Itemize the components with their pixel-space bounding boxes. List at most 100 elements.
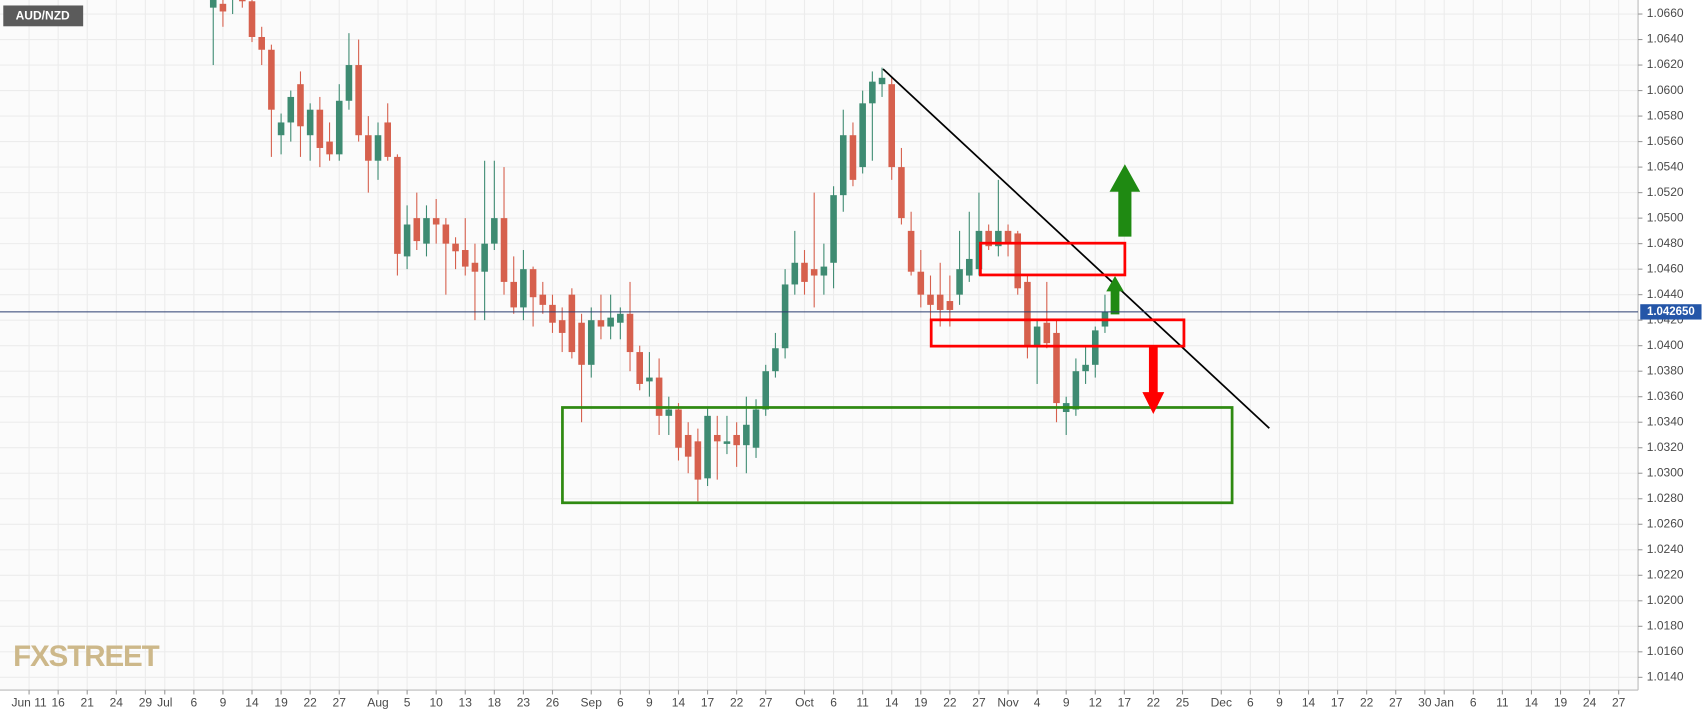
up-arrow bbox=[1109, 164, 1141, 237]
x-tick-label: 22 bbox=[1147, 695, 1161, 709]
x-tick-label: 18 bbox=[488, 695, 502, 709]
candle-body bbox=[345, 65, 353, 101]
candle-body bbox=[277, 122, 285, 136]
candle-body bbox=[839, 135, 847, 196]
candle-body bbox=[578, 322, 585, 365]
candle-body bbox=[917, 271, 925, 295]
candle-body bbox=[781, 284, 789, 349]
candle-body bbox=[403, 224, 411, 257]
x-tick-label: 29 bbox=[139, 695, 153, 709]
candle-body bbox=[888, 84, 896, 168]
pivot-zone bbox=[929, 318, 1186, 348]
y-tick-label: 1.0300 bbox=[1647, 465, 1684, 479]
y-tick-label: 1.0640 bbox=[1647, 32, 1684, 46]
candle-body bbox=[617, 313, 624, 323]
candle-body bbox=[568, 294, 576, 353]
y-tick-label: 1.0400 bbox=[1647, 338, 1684, 352]
candle-body bbox=[558, 320, 566, 333]
candle-body bbox=[1033, 326, 1041, 346]
y-tick-label: 1.0660 bbox=[1647, 6, 1684, 20]
y-tick-label: 1.0460 bbox=[1647, 261, 1684, 275]
symbol-box bbox=[3, 5, 84, 27]
candle-body bbox=[510, 281, 517, 308]
candle-body bbox=[1014, 233, 1022, 289]
candle-body bbox=[936, 294, 944, 310]
y-tick-label: 1.0580 bbox=[1647, 108, 1684, 122]
candle-body bbox=[849, 135, 857, 180]
x-tick-label: Sep bbox=[581, 695, 603, 709]
candle-body bbox=[394, 156, 401, 254]
y-tick-label: 1.0440 bbox=[1647, 287, 1684, 301]
y-tick-label: 1.0340 bbox=[1647, 414, 1684, 428]
candle-body bbox=[287, 96, 295, 123]
y-tick-label: 1.0200 bbox=[1647, 593, 1684, 607]
candle-body bbox=[209, 0, 217, 8]
candle-body bbox=[665, 409, 673, 416]
candle-body bbox=[859, 103, 866, 168]
x-tick-label: 6 bbox=[617, 695, 624, 709]
candle-body bbox=[239, 0, 246, 2]
candle-body bbox=[491, 218, 498, 244]
last-price-box bbox=[1640, 304, 1702, 320]
candle-body bbox=[335, 100, 343, 155]
candle-body bbox=[316, 109, 324, 148]
candle-body bbox=[452, 243, 459, 252]
x-tick-label: 19 bbox=[914, 695, 928, 709]
x-tick-label: 9 bbox=[220, 695, 227, 709]
x-tick-label: Jun 11 bbox=[11, 695, 47, 709]
candle-body bbox=[1053, 332, 1060, 404]
x-tick-label: 9 bbox=[1276, 695, 1283, 709]
candle-body bbox=[1043, 322, 1051, 344]
y-tick-label: 1.0220 bbox=[1647, 567, 1684, 581]
x-tick-label: Jan bbox=[1435, 695, 1454, 709]
x-tick-label: 27 bbox=[972, 695, 986, 709]
x-tick-label: 22 bbox=[730, 695, 744, 709]
y-tick-label: 1.0480 bbox=[1647, 236, 1684, 250]
x-tick-label: 27 bbox=[759, 695, 773, 709]
candle-body bbox=[830, 195, 837, 263]
x-tick-label: 26 bbox=[546, 695, 560, 709]
trend-line bbox=[882, 68, 1270, 429]
candle-body bbox=[810, 269, 818, 276]
candle-body bbox=[248, 1, 256, 37]
x-tick-label: 11 bbox=[1496, 695, 1509, 709]
x-tick-label: 17 bbox=[1118, 695, 1132, 709]
x-tick-label: 6 bbox=[191, 695, 198, 709]
x-tick-label: 25 bbox=[1176, 695, 1190, 709]
x-tick-label: Oct bbox=[795, 695, 814, 709]
grid bbox=[0, 0, 1639, 691]
y-tick-label: 1.0140 bbox=[1647, 670, 1684, 684]
candle-body bbox=[258, 36, 265, 50]
y-tick-label: 1.0620 bbox=[1647, 57, 1684, 71]
candle-body bbox=[927, 294, 934, 305]
candle-body bbox=[268, 49, 275, 110]
y-tick-label: 1.0280 bbox=[1647, 491, 1684, 505]
x-tick-label: 27 bbox=[333, 695, 347, 709]
last-price-label: 1.042650 bbox=[1647, 306, 1695, 318]
x-tick-label: 22 bbox=[303, 695, 317, 709]
y-tick-label: 1.0320 bbox=[1647, 440, 1684, 454]
y-tick-label: 1.0360 bbox=[1647, 389, 1684, 403]
candle-body bbox=[878, 77, 886, 85]
candle-body bbox=[946, 301, 954, 310]
y-tick-label: 1.0520 bbox=[1647, 185, 1684, 199]
x-tick-label: 19 bbox=[274, 695, 288, 709]
x-tick-label: 30 bbox=[1418, 695, 1432, 709]
candle-body bbox=[684, 434, 692, 457]
candle-body bbox=[1082, 364, 1089, 372]
annotations bbox=[561, 68, 1270, 505]
candle-body bbox=[461, 250, 469, 267]
candle-body bbox=[529, 269, 537, 298]
x-tick-label: 9 bbox=[1063, 695, 1070, 709]
y-tick-label: 1.0500 bbox=[1647, 210, 1684, 224]
candle-body bbox=[820, 266, 828, 276]
candle-body bbox=[219, 3, 227, 12]
candle-body bbox=[384, 122, 391, 157]
candle-body bbox=[704, 415, 711, 479]
candle-body bbox=[762, 371, 770, 410]
candle-body bbox=[442, 224, 450, 244]
candle-body bbox=[975, 230, 983, 270]
y-tick-label: 1.0180 bbox=[1647, 618, 1684, 632]
candles bbox=[209, 0, 1109, 502]
